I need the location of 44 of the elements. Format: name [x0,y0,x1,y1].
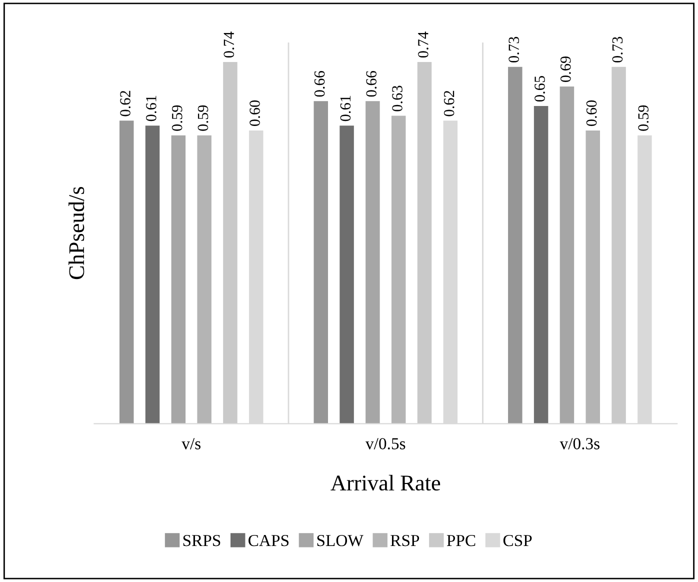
bar [197,135,212,424]
bar [417,62,432,424]
data-label: 0.66 [314,70,325,97]
bar [612,66,626,424]
data-label: 0.59 [172,105,182,131]
bar [508,66,522,424]
data-label: 0.62 [444,90,454,116]
legend-label: SRPS [183,534,220,546]
data-label: 0.73 [508,36,520,62]
bar [314,101,328,424]
data-label: 0.69 [560,56,571,82]
data-label: 0.66 [366,70,377,97]
bar [560,86,574,424]
data-label: 0.74 [224,32,234,58]
bar [391,116,406,424]
bar [340,126,354,424]
bar [119,120,134,424]
x-tick-label: v/s [182,438,200,450]
data-label: 0.65 [534,76,545,102]
legend-label: SLOW [317,534,364,546]
data-label: 0.59 [638,105,649,131]
data-label: 0.60 [586,100,597,126]
bar [534,106,548,424]
bar [223,62,238,424]
legend-label: RSP [390,534,420,546]
bar [145,126,160,424]
bar [171,135,186,424]
data-label: 0.59 [198,105,208,131]
y-axis-title: ChPseud/s [68,186,84,280]
x-axis-title: Arrival Rate [330,474,440,491]
data-label: 0.61 [146,96,156,122]
legend-label: PPC [446,534,476,546]
data-label: 0.61 [340,96,351,122]
legend-label: CAPS [248,534,289,546]
data-label: 0.63 [392,86,402,112]
x-tick-label: v/0.3s [560,438,600,450]
bar [366,101,380,424]
bar [586,130,600,424]
data-label: 0.60 [250,100,260,126]
legend-label: CSP [503,534,532,546]
x-tick-label: v/0.5s [366,438,406,450]
data-label: 0.62 [120,90,130,116]
data-label: 0.74 [418,32,428,58]
data-label: 0.73 [612,36,623,62]
